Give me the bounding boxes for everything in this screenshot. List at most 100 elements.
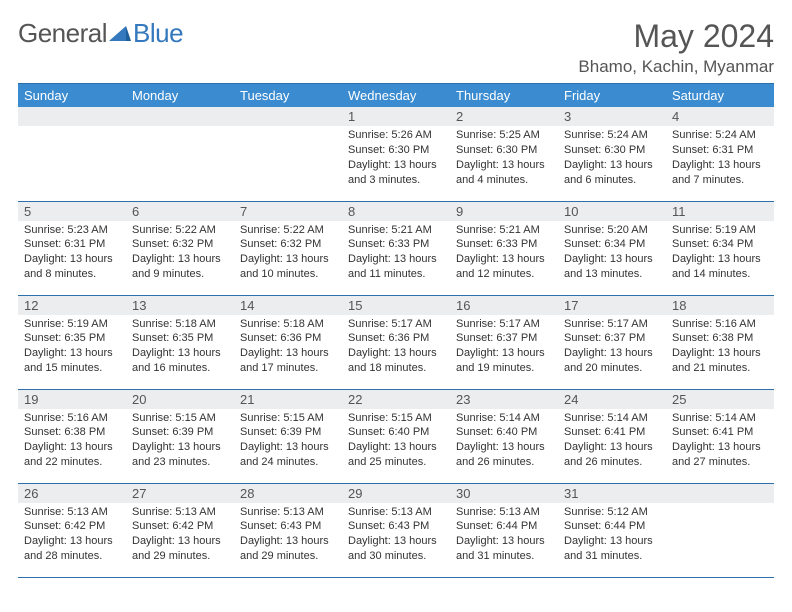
day-info: Sunrise: 5:14 AMSunset: 6:41 PMDaylight:… <box>666 409 774 474</box>
sunrise-line: Sunrise: 5:17 AM <box>348 317 444 332</box>
header: General Blue May 2024 Bhamo, Kachin, Mya… <box>18 18 774 77</box>
sunset-line: Sunset: 6:33 PM <box>348 237 444 252</box>
sunset-line: Sunset: 6:33 PM <box>456 237 552 252</box>
daylight-line: Daylight: 13 hours and 18 minutes. <box>348 346 444 376</box>
day-info: Sunrise: 5:13 AMSunset: 6:43 PMDaylight:… <box>234 503 342 568</box>
sunset-line: Sunset: 6:30 PM <box>456 143 552 158</box>
day-number: 5 <box>18 202 126 221</box>
day-info: Sunrise: 5:25 AMSunset: 6:30 PMDaylight:… <box>450 126 558 191</box>
daylight-line: Daylight: 13 hours and 16 minutes. <box>132 346 228 376</box>
sunset-line: Sunset: 6:36 PM <box>348 331 444 346</box>
calendar-cell: 6Sunrise: 5:22 AMSunset: 6:32 PMDaylight… <box>126 201 234 295</box>
sunrise-line: Sunrise: 5:12 AM <box>564 505 660 520</box>
day-info: Sunrise: 5:21 AMSunset: 6:33 PMDaylight:… <box>342 221 450 286</box>
sunrise-line: Sunrise: 5:19 AM <box>24 317 120 332</box>
sunrise-line: Sunrise: 5:17 AM <box>564 317 660 332</box>
weekday-col-6: Saturday <box>666 84 774 108</box>
day-info: Sunrise: 5:13 AMSunset: 6:44 PMDaylight:… <box>450 503 558 568</box>
calendar-cell: 3Sunrise: 5:24 AMSunset: 6:30 PMDaylight… <box>558 107 666 201</box>
calendar-cell: 26Sunrise: 5:13 AMSunset: 6:42 PMDayligh… <box>18 483 126 577</box>
day-number-empty <box>126 107 234 126</box>
calendar-cell: 8Sunrise: 5:21 AMSunset: 6:33 PMDaylight… <box>342 201 450 295</box>
calendar-cell: 14Sunrise: 5:18 AMSunset: 6:36 PMDayligh… <box>234 295 342 389</box>
day-number: 21 <box>234 390 342 409</box>
calendar-row: 1Sunrise: 5:26 AMSunset: 6:30 PMDaylight… <box>18 107 774 201</box>
calendar-table: SundayMondayTuesdayWednesdayThursdayFrid… <box>18 83 774 578</box>
calendar-cell: 9 Sunrise: 5:21 AMSunset: 6:33 PMDaylight… <box>450 201 558 295</box>
day-number: 12 <box>18 296 126 315</box>
day-info: Sunrise: 5:15 AMSunset: 6:39 PMDaylight:… <box>234 409 342 474</box>
weekday-col-0: Sunday <box>18 84 126 108</box>
logo-word2: Blue <box>133 18 183 49</box>
daylight-line: Daylight: 13 hours and 19 minutes. <box>456 346 552 376</box>
sunset-line: Sunset: 6:39 PM <box>132 425 228 440</box>
weekday-col-3: Wednesday <box>342 84 450 108</box>
day-number: 24 <box>558 390 666 409</box>
day-info: Sunrise: 5:14 AMSunset: 6:41 PMDaylight:… <box>558 409 666 474</box>
sunrise-line: Sunrise: 5:16 AM <box>24 411 120 426</box>
sunrise-line: Sunrise: 5:13 AM <box>132 505 228 520</box>
calendar-cell: 16Sunrise: 5:17 AMSunset: 6:37 PMDayligh… <box>450 295 558 389</box>
sunrise-line: Sunrise: 5:21 AM <box>456 223 552 238</box>
weekday-col-4: Thursday <box>450 84 558 108</box>
day-info: Sunrise: 5:13 AMSunset: 6:43 PMDaylight:… <box>342 503 450 568</box>
day-number: 15 <box>342 296 450 315</box>
sunrise-line: Sunrise: 5:22 AM <box>240 223 336 238</box>
daylight-line: Daylight: 13 hours and 13 minutes. <box>564 252 660 282</box>
daylight-line: Daylight: 13 hours and 30 minutes. <box>348 534 444 564</box>
day-number: 2 <box>450 107 558 126</box>
day-info: Sunrise: 5:20 AMSunset: 6:34 PMDaylight:… <box>558 221 666 286</box>
daylight-line: Daylight: 13 hours and 31 minutes. <box>564 534 660 564</box>
day-info: Sunrise: 5:13 AMSunset: 6:42 PMDaylight:… <box>126 503 234 568</box>
day-info: Sunrise: 5:13 AMSunset: 6:42 PMDaylight:… <box>18 503 126 568</box>
calendar-row: 26Sunrise: 5:13 AMSunset: 6:42 PMDayligh… <box>18 483 774 577</box>
sunrise-line: Sunrise: 5:14 AM <box>564 411 660 426</box>
daylight-line: Daylight: 13 hours and 8 minutes. <box>24 252 120 282</box>
sunrise-line: Sunrise: 5:15 AM <box>132 411 228 426</box>
day-number: 9 <box>450 202 558 221</box>
sunset-line: Sunset: 6:44 PM <box>456 519 552 534</box>
day-info: Sunrise: 5:19 AMSunset: 6:35 PMDaylight:… <box>18 315 126 380</box>
logo-word1: General <box>18 18 107 49</box>
calendar-cell: 11Sunrise: 5:19 AMSunset: 6:34 PMDayligh… <box>666 201 774 295</box>
sunrise-line: Sunrise: 5:22 AM <box>132 223 228 238</box>
daylight-line: Daylight: 13 hours and 12 minutes. <box>456 252 552 282</box>
daylight-line: Daylight: 13 hours and 7 minutes. <box>672 158 768 188</box>
day-info: Sunrise: 5:17 AMSunset: 6:37 PMDaylight:… <box>450 315 558 380</box>
day-info: Sunrise: 5:17 AMSunset: 6:36 PMDaylight:… <box>342 315 450 380</box>
sunrise-line: Sunrise: 5:25 AM <box>456 128 552 143</box>
sunrise-line: Sunrise: 5:20 AM <box>564 223 660 238</box>
daylight-line: Daylight: 13 hours and 10 minutes. <box>240 252 336 282</box>
day-number: 28 <box>234 484 342 503</box>
daylight-line: Daylight: 13 hours and 22 minutes. <box>24 440 120 470</box>
day-number: 17 <box>558 296 666 315</box>
calendar-row: 19Sunrise: 5:16 AMSunset: 6:38 PMDayligh… <box>18 389 774 483</box>
sunset-line: Sunset: 6:37 PM <box>456 331 552 346</box>
day-number: 6 <box>126 202 234 221</box>
calendar-cell: 7Sunrise: 5:22 AMSunset: 6:32 PMDaylight… <box>234 201 342 295</box>
day-number-empty <box>666 484 774 503</box>
calendar-cell: 27Sunrise: 5:13 AMSunset: 6:42 PMDayligh… <box>126 483 234 577</box>
daylight-line: Daylight: 13 hours and 24 minutes. <box>240 440 336 470</box>
daylight-line: Daylight: 13 hours and 26 minutes. <box>564 440 660 470</box>
sunrise-line: Sunrise: 5:17 AM <box>456 317 552 332</box>
calendar-cell: 29Sunrise: 5:13 AMSunset: 6:43 PMDayligh… <box>342 483 450 577</box>
day-number-empty <box>18 107 126 126</box>
day-number: 27 <box>126 484 234 503</box>
sunset-line: Sunset: 6:35 PM <box>24 331 120 346</box>
day-info: Sunrise: 5:22 AMSunset: 6:32 PMDaylight:… <box>234 221 342 286</box>
sunset-line: Sunset: 6:42 PM <box>24 519 120 534</box>
day-number: 18 <box>666 296 774 315</box>
day-info: Sunrise: 5:26 AMSunset: 6:30 PMDaylight:… <box>342 126 450 191</box>
day-info: Sunrise: 5:17 AMSunset: 6:37 PMDaylight:… <box>558 315 666 380</box>
day-number: 26 <box>18 484 126 503</box>
calendar-cell: 10Sunrise: 5:20 AMSunset: 6:34 PMDayligh… <box>558 201 666 295</box>
title-block: May 2024 Bhamo, Kachin, Myanmar <box>578 18 774 77</box>
day-info: Sunrise: 5:24 AMSunset: 6:30 PMDaylight:… <box>558 126 666 191</box>
daylight-line: Daylight: 13 hours and 27 minutes. <box>672 440 768 470</box>
sunset-line: Sunset: 6:34 PM <box>672 237 768 252</box>
day-number: 23 <box>450 390 558 409</box>
daylight-line: Daylight: 13 hours and 23 minutes. <box>132 440 228 470</box>
calendar-row: 5Sunrise: 5:23 AMSunset: 6:31 PMDaylight… <box>18 201 774 295</box>
daylight-line: Daylight: 13 hours and 29 minutes. <box>132 534 228 564</box>
